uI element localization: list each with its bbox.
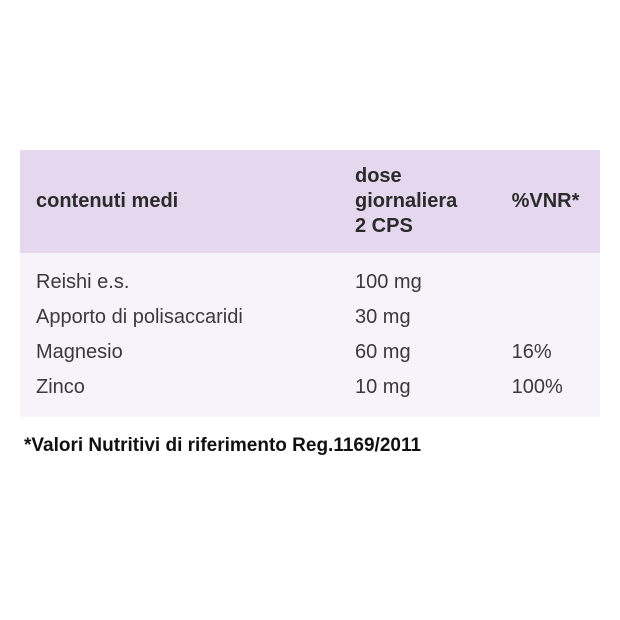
table-row: Reishi e.s. 100 mg [20, 253, 600, 300]
nutrition-table: contenuti medi dose giornaliera2 CPS %VN… [20, 150, 600, 417]
page-container: contenuti medi dose giornaliera2 CPS %VN… [0, 0, 620, 620]
cell-vnr: 16% [496, 335, 600, 370]
cell-ingredient: Magnesio [20, 335, 339, 370]
cell-dose: 100 mg [339, 253, 496, 300]
table-row: Zinco 10 mg 100% [20, 370, 600, 417]
cell-vnr [496, 253, 600, 300]
table-header-row: contenuti medi dose giornaliera2 CPS %VN… [20, 150, 600, 253]
table-row: Apporto di polisaccaridi 30 mg [20, 300, 600, 335]
col-header-dose: dose giornaliera2 CPS [339, 150, 496, 253]
cell-dose: 30 mg [339, 300, 496, 335]
cell-vnr: 100% [496, 370, 600, 417]
col-header-ingredient: contenuti medi [20, 150, 339, 253]
col-header-dose-line1: dose giornaliera2 CPS [355, 165, 457, 237]
cell-dose: 10 mg [339, 370, 496, 417]
footnote-text: *Valori Nutritivi di riferimento Reg.116… [20, 435, 600, 457]
col-header-vnr: %VNR* [496, 150, 600, 253]
table-row: Magnesio 60 mg 16% [20, 335, 600, 370]
cell-ingredient: Zinco [20, 370, 339, 417]
cell-vnr [496, 300, 600, 335]
cell-ingredient: Apporto di polisaccaridi [20, 300, 339, 335]
cell-ingredient: Reishi e.s. [20, 253, 339, 300]
cell-dose: 60 mg [339, 335, 496, 370]
